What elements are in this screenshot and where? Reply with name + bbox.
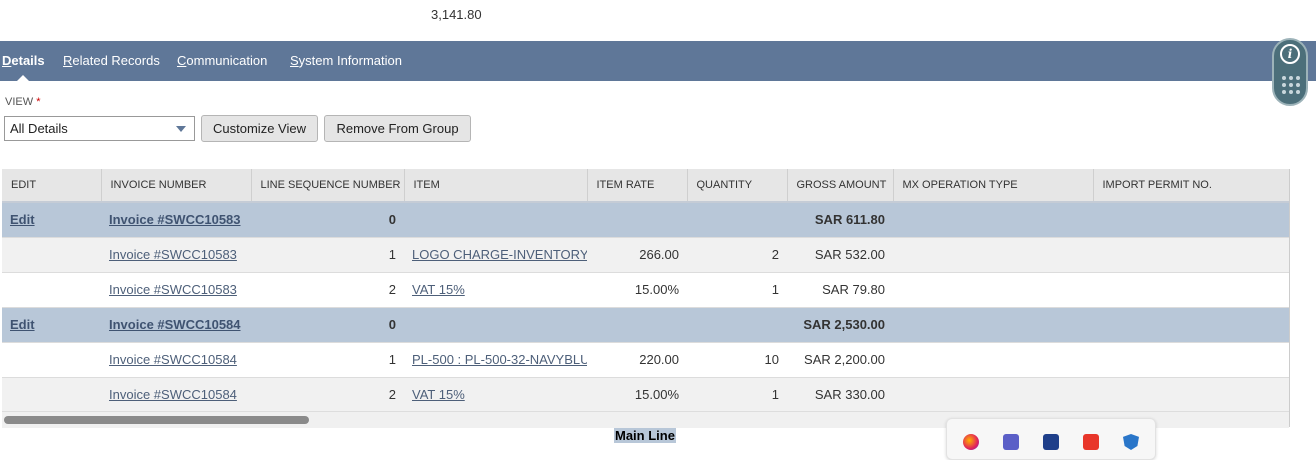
- line-sequence: 0: [251, 202, 404, 238]
- edit-link[interactable]: Edit: [10, 317, 35, 332]
- quantity: 1: [687, 272, 787, 308]
- mx-operation-type: [893, 342, 1093, 378]
- mx-operation-type: [893, 307, 1093, 343]
- mx-operation-type: [893, 202, 1093, 238]
- edit-cell: [2, 377, 101, 413]
- gross-amount: SAR 79.80: [787, 272, 893, 308]
- item-link[interactable]: LOGO CHARGE-INVENTORY: [412, 247, 587, 262]
- item-link[interactable]: PL-500 : PL-500-32-NAVYBLUE: [412, 352, 587, 367]
- view-select[interactable]: All Details: [4, 116, 195, 141]
- column-header-gross-amount[interactable]: GROSS AMOUNT: [787, 169, 894, 203]
- import-permit: [1093, 342, 1289, 378]
- table-row: Invoice #SWCC10583 2 VAT 15% 15.00% 1 SA…: [2, 272, 1289, 308]
- quantity: 10: [687, 342, 787, 378]
- mx-operation-type: [893, 237, 1093, 273]
- teams-icon[interactable]: [1003, 434, 1019, 450]
- line-sequence: 2: [251, 272, 404, 308]
- column-header-edit[interactable]: EDIT: [2, 169, 102, 203]
- gross-amount: SAR 330.00: [787, 377, 893, 413]
- invoice-link[interactable]: Invoice #SWCC10584: [109, 387, 237, 402]
- quantity: [687, 202, 787, 238]
- table-row: Invoice #SWCC10583 1 LOGO CHARGE-INVENTO…: [2, 237, 1289, 273]
- main-line-label: Main Line: [614, 428, 676, 443]
- gross-amount: SAR 611.80: [787, 202, 893, 238]
- invoice-link[interactable]: Invoice #SWCC10583: [109, 212, 241, 228]
- quantity: [687, 307, 787, 343]
- vpn-icon[interactable]: [1043, 434, 1059, 450]
- tab-communication[interactable]: Communication: [177, 53, 268, 68]
- line-sequence: 2: [251, 377, 404, 413]
- mx-operation-type: [893, 272, 1093, 308]
- dropdown-caret-icon: [176, 126, 186, 132]
- import-permit: [1093, 202, 1289, 238]
- edit-cell: [2, 237, 101, 273]
- table-header-row: EDIT INVOICE NUMBER LINE SEQUENCE NUMBER…: [2, 169, 1289, 203]
- column-header-invoice-number[interactable]: INVOICE NUMBER: [101, 169, 252, 203]
- help-widget: i: [1272, 38, 1308, 106]
- column-header-line-sequence[interactable]: LINE SEQUENCE NUMBER: [251, 169, 405, 203]
- import-permit: [1093, 307, 1289, 343]
- item-rate: [587, 307, 687, 343]
- view-label: VIEW *: [5, 96, 41, 108]
- security-shield-icon[interactable]: [1123, 434, 1139, 450]
- edit-cell: [2, 342, 101, 378]
- import-permit: [1093, 377, 1289, 413]
- column-header-mx-operation-type[interactable]: MX OPERATION TYPE: [893, 169, 1094, 203]
- item-link[interactable]: VAT 15%: [412, 282, 465, 297]
- item-rate: [587, 202, 687, 238]
- invoice-link[interactable]: Invoice #SWCC10584: [109, 352, 237, 367]
- item-rate: 15.00%: [587, 272, 687, 308]
- anydesk-icon[interactable]: [1083, 434, 1099, 450]
- gross-amount: SAR 2,200.00: [787, 342, 893, 378]
- item-cell: [404, 307, 587, 343]
- remove-from-group-button[interactable]: Remove From Group: [324, 115, 471, 142]
- total-amount: 3,141.80: [431, 7, 482, 22]
- tab-details[interactable]: Details: [2, 41, 45, 81]
- details-table: EDIT INVOICE NUMBER LINE SEQUENCE NUMBER…: [2, 169, 1290, 427]
- required-mark: *: [36, 96, 41, 108]
- column-header-item-rate[interactable]: ITEM RATE: [587, 169, 688, 203]
- quantity: 1: [687, 377, 787, 413]
- column-header-item[interactable]: ITEM: [404, 169, 588, 203]
- scrollbar-thumb[interactable]: [4, 416, 309, 424]
- table-row: Invoice #SWCC10584 1 PL-500 : PL-500-32-…: [2, 342, 1289, 378]
- line-sequence: 1: [251, 342, 404, 378]
- item-rate: 266.00: [587, 237, 687, 273]
- invoice-link[interactable]: Invoice #SWCC10584: [109, 317, 241, 332]
- gross-amount: SAR 532.00: [787, 237, 893, 273]
- invoice-link[interactable]: Invoice #SWCC10583: [109, 282, 237, 297]
- tab-related-records[interactable]: Related Records: [63, 53, 160, 68]
- subtab-bar: Details Related Records Communication Sy…: [0, 41, 1316, 81]
- line-sequence: 0: [251, 307, 404, 343]
- item-cell: [404, 202, 587, 238]
- edit-cell: [2, 272, 101, 308]
- system-tray: [946, 418, 1156, 460]
- mx-operation-type: [893, 377, 1093, 413]
- item-link[interactable]: VAT 15%: [412, 387, 465, 402]
- firefox-icon[interactable]: [963, 434, 979, 450]
- apps-grid-icon[interactable]: [1282, 76, 1300, 94]
- table-row: Edit Invoice #SWCC10583 0 SAR 611.80: [2, 202, 1289, 238]
- info-icon[interactable]: i: [1280, 44, 1300, 64]
- table-row: Invoice #SWCC10584 2 VAT 15% 15.00% 1 SA…: [2, 377, 1289, 413]
- import-permit: [1093, 272, 1289, 308]
- column-header-quantity[interactable]: QUANTITY: [687, 169, 788, 203]
- item-rate: 220.00: [587, 342, 687, 378]
- quantity: 2: [687, 237, 787, 273]
- invoice-link[interactable]: Invoice #SWCC10583: [109, 247, 237, 262]
- edit-link[interactable]: Edit: [10, 212, 35, 228]
- tab-system-information[interactable]: System Information: [290, 53, 402, 68]
- column-header-import-permit[interactable]: IMPORT PERMIT NO.: [1093, 169, 1289, 203]
- table-row: Edit Invoice #SWCC10584 0 SAR 2,530.00: [2, 307, 1289, 343]
- line-sequence: 1: [251, 237, 404, 273]
- item-rate: 15.00%: [587, 377, 687, 413]
- gross-amount: SAR 2,530.00: [787, 307, 893, 343]
- customize-view-button[interactable]: Customize View: [201, 115, 318, 142]
- import-permit: [1093, 237, 1289, 273]
